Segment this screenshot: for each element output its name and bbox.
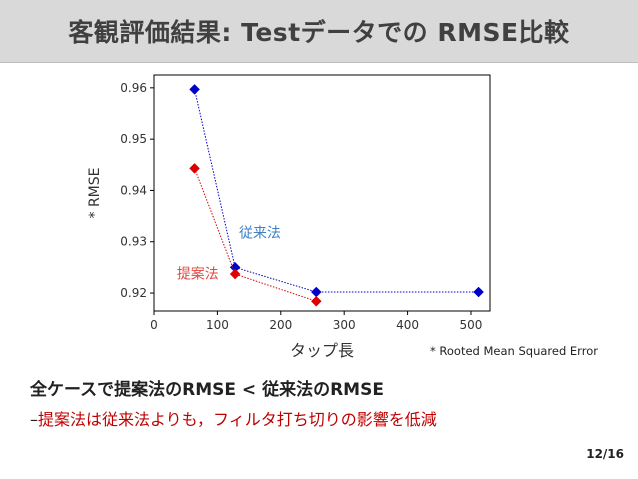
y-tick-label: 0.96: [120, 81, 147, 95]
title-bar: 客観評価結果: Testデータでの RMSE比較: [0, 0, 638, 63]
series-annotation: 従来法: [239, 226, 281, 242]
y-tick-label: 0.92: [120, 286, 147, 300]
x-axis-label: タップ長: [290, 341, 354, 360]
bullet-sub: –提案法は従来法よりも，フィルタ打ち切りの影響を低減: [30, 406, 437, 430]
data-point: [310, 295, 322, 307]
footnote: * Rooted Mean Squared Error: [430, 344, 598, 358]
bullet-sub-dash: –: [30, 410, 38, 429]
x-tick-label: 0: [150, 318, 158, 332]
x-tick-label: 500: [460, 318, 483, 332]
slide-title: 客観評価結果: Testデータでの RMSE比較: [68, 18, 570, 47]
page-number: 12/16: [586, 447, 624, 461]
x-tick-label: 300: [333, 318, 356, 332]
y-tick-label: 0.94: [120, 183, 147, 197]
data-point: [189, 163, 200, 174]
bullet-main: 全ケースで提案法のRMSE < 従来法のRMSE: [30, 380, 384, 400]
series-line-0: [194, 89, 479, 293]
series-annotation: 提案法: [177, 266, 219, 283]
y-tick-label: 0.95: [120, 132, 147, 146]
y-tick-label: 0.93: [120, 235, 147, 249]
x-tick-label: 200: [269, 318, 292, 332]
y-axis-label: * RMSE: [87, 168, 103, 219]
rmse-chart: 0 100 200 300 400 500 0.92 0.93 0.94 0.95 0.96 タップ長…: [87, 74, 491, 360]
data-point: [189, 84, 200, 95]
plot-frame: [153, 74, 491, 312]
data-point: [229, 268, 241, 280]
data-point: [473, 286, 484, 298]
x-tick-label: 400: [396, 318, 419, 332]
data-point: [310, 286, 322, 298]
bullet-sub-text: 提案法は従来法よりも，フィルタ打ち切りの影響を低減: [38, 410, 437, 429]
x-tick-label: 100: [206, 318, 229, 332]
